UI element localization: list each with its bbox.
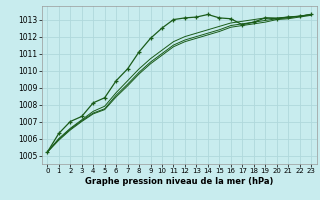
X-axis label: Graphe pression niveau de la mer (hPa): Graphe pression niveau de la mer (hPa) — [85, 177, 273, 186]
